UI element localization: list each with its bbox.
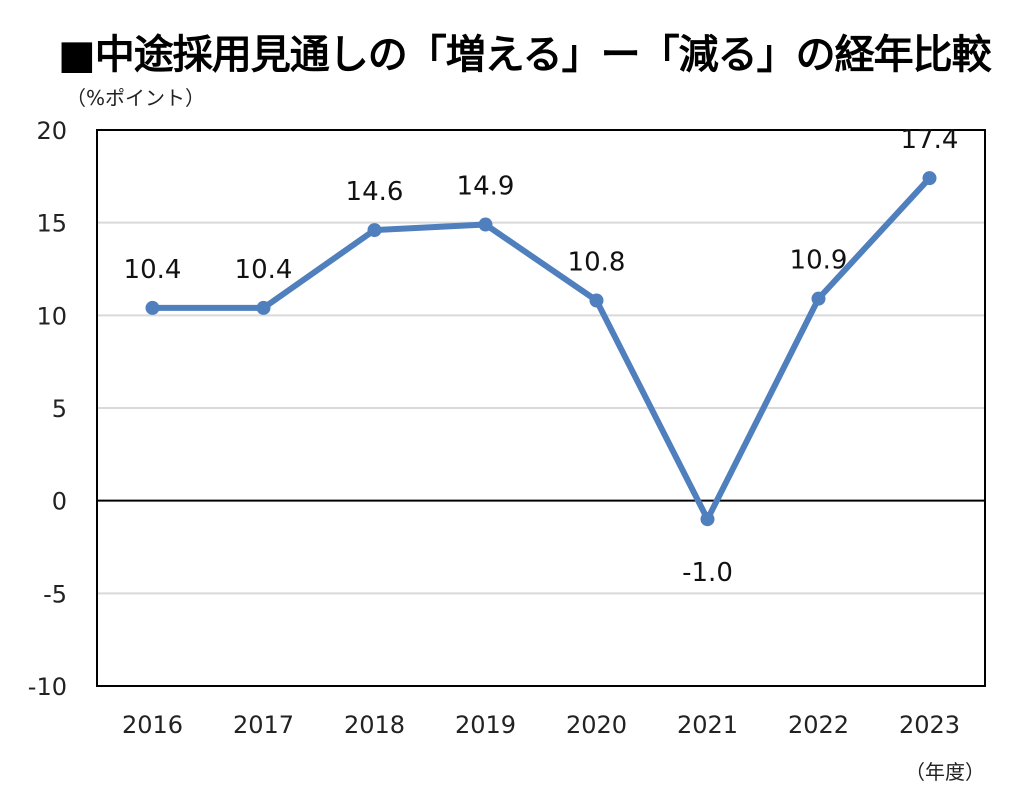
x-tick-label: 2023 bbox=[899, 711, 960, 739]
y-tick-label: 15 bbox=[36, 210, 67, 238]
data-point bbox=[367, 223, 382, 238]
data-label: 10.4 bbox=[235, 255, 293, 285]
data-point bbox=[478, 217, 493, 232]
data-point bbox=[922, 171, 937, 186]
y-tick-label: -5 bbox=[43, 580, 67, 608]
data-label: 17.4 bbox=[901, 125, 959, 155]
data-label: -1.0 bbox=[682, 558, 733, 588]
data-label: 14.6 bbox=[346, 177, 404, 207]
series-line bbox=[152, 176, 932, 523]
data-label: 10.9 bbox=[790, 246, 848, 276]
x-tick-label: 2022 bbox=[788, 711, 849, 739]
y-tick-label: -10 bbox=[28, 673, 67, 701]
x-tick-label: 2018 bbox=[344, 711, 405, 739]
chart-title: ■中途採用見通しの「増える」ー「減る」の経年比較 bbox=[58, 32, 992, 78]
data-label: 10.4 bbox=[124, 255, 182, 285]
data-point bbox=[145, 300, 160, 315]
x-tick-label: 2021 bbox=[677, 711, 738, 739]
x-tick-label: 2016 bbox=[122, 711, 183, 739]
y-tick-label: 5 bbox=[52, 395, 67, 423]
data-point bbox=[700, 512, 715, 527]
data-label: 10.8 bbox=[568, 248, 626, 278]
x-tick-label: 2017 bbox=[233, 711, 294, 739]
y-tick-label: 20 bbox=[36, 117, 67, 145]
data-point bbox=[811, 291, 826, 306]
y-tick-label: 0 bbox=[52, 488, 67, 516]
data-point bbox=[256, 300, 271, 315]
x-axis-unit-label: （年度） bbox=[905, 760, 985, 784]
data-point bbox=[589, 293, 604, 308]
data-label: 14.9 bbox=[457, 172, 515, 202]
plot-border bbox=[96, 129, 986, 687]
y-axis-unit-label: （%ポイント） bbox=[66, 86, 206, 110]
x-tick-label: 2020 bbox=[566, 711, 627, 739]
x-tick-label: 2019 bbox=[455, 711, 516, 739]
y-tick-label: 10 bbox=[36, 302, 67, 330]
